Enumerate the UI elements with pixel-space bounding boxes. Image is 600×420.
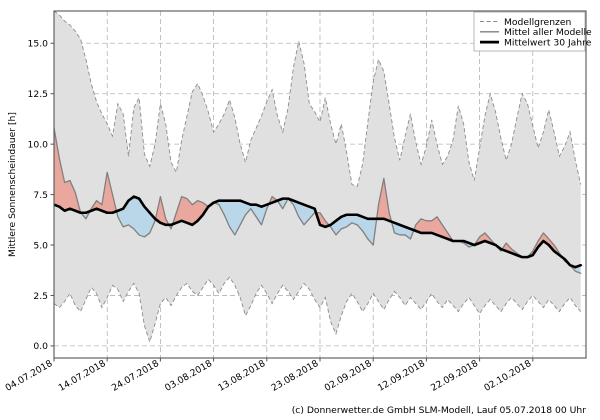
x-tick-label: 22.09.2018 bbox=[429, 358, 480, 394]
y-tick-label: 10.0 bbox=[28, 139, 49, 150]
x-tick-label: 14.07.2018 bbox=[57, 358, 108, 394]
y-axis-label: Mittlere Sonnenscheindauer [h] bbox=[7, 112, 18, 257]
x-tick-label: 03.08.2018 bbox=[163, 358, 214, 394]
model-bounds-band bbox=[54, 11, 581, 342]
chart-legend: Modellgrenzen Mittel aller Modelle Mitte… bbox=[473, 11, 592, 52]
y-tick-label: 7.5 bbox=[33, 190, 48, 201]
copyright-credit: (c) Donnerwetter.de GmbH SLM-Modell, Lau… bbox=[292, 405, 587, 416]
model-upper-bound-line bbox=[54, 11, 582, 188]
legend-label-model-bounds: Modellgrenzen bbox=[504, 17, 571, 28]
x-tick-label: 12.09.2018 bbox=[376, 358, 427, 394]
climate-mean-line bbox=[54, 195, 582, 269]
x-tick-label: 24.07.2018 bbox=[110, 358, 161, 394]
y-tick-label: 2.5 bbox=[33, 291, 48, 302]
y-tick-label: 5.0 bbox=[33, 240, 48, 251]
x-tick-label: 23.08.2018 bbox=[269, 358, 320, 394]
y-tick-label: 0.0 bbox=[33, 341, 48, 352]
y-axis-ticks: 0.0 2.5 5.0 7.5 10.0 12.5 15.0 bbox=[28, 39, 54, 352]
y-tick-label: 12.5 bbox=[28, 89, 49, 100]
positive-anomaly-fill bbox=[54, 128, 581, 268]
x-tick-label: 13.08.2018 bbox=[216, 358, 267, 394]
x-tick-label: 02.09.2018 bbox=[323, 358, 374, 394]
x-tick-label: 02.10.2018 bbox=[482, 358, 533, 394]
legend-label-model-mean: Mittel aller Modelle bbox=[504, 27, 592, 38]
legend-label-climate-mean: Mittelwert 30 Jahre bbox=[504, 37, 592, 48]
x-tick-label: 04.07.2018 bbox=[3, 358, 54, 394]
y-tick-label: 15.0 bbox=[28, 39, 49, 50]
x-axis-ticks: 04.07.2018 14.07.2018 24.07.2018 03.08.2018… bbox=[3, 358, 533, 394]
model-lower-bound-line bbox=[54, 276, 582, 344]
